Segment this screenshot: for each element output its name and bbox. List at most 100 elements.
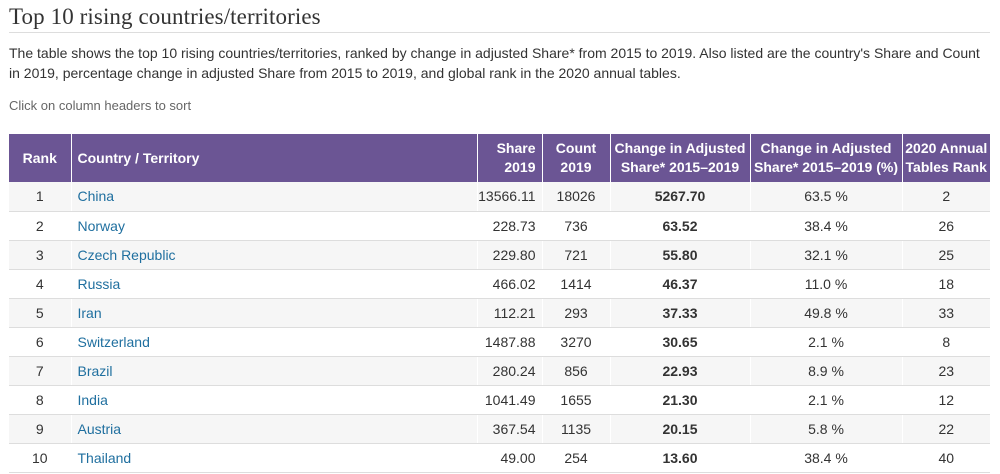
cell-share: 1487.88 [476,327,542,357]
cell-count: 1135 [541,414,610,444]
cell-rank: 4 [9,269,71,299]
table-description: The table shows the top 10 rising countr… [9,45,980,81]
table-row: 7 Brazil 280.24 856 22.93 8.9 % 23 [9,356,990,386]
cell-count: 721 [541,240,610,270]
cell-2020-rank: 8 [901,327,990,357]
cell-2020-rank: 40 [901,443,990,473]
header-count-line1: Count [555,140,597,156]
table-row: 4 Russia 466.02 1414 46.37 11.0 % 18 [9,269,990,299]
country-link[interactable]: Czech Republic [77,246,176,263]
table-row: 6 Switzerland 1487.88 3270 30.65 2.1 % 8 [9,327,990,357]
cell-change-pct: 2.1 % [749,385,902,415]
cell-country: Austria [70,414,477,444]
cell-change: 37.33 [609,298,750,328]
cell-change: 20.15 [609,414,750,444]
cell-change: 30.65 [609,327,750,357]
country-link[interactable]: India [77,391,108,408]
cell-share: 280.24 [476,356,542,386]
header-country[interactable]: Country / Territory [70,134,477,182]
cell-change: 5267.70 [609,182,750,212]
cell-change: 22.93 [609,356,750,386]
cell-change: 21.30 [609,385,750,415]
country-link[interactable]: Iran [77,304,102,321]
header-change-line2: Share* 2015–2019 [620,159,740,175]
cell-change-pct: 63.5 % [749,182,902,212]
cell-share: 49.00 [476,443,542,473]
cell-change-pct: 8.9 % [749,356,902,386]
header-rank2020-line2: Tables Rank [905,159,987,175]
cell-country: India [70,385,477,415]
cell-2020-rank: 12 [901,385,990,415]
cell-2020-rank: 2 [901,182,990,212]
header-count-2019[interactable]: Count 2019 [541,134,610,182]
header-pct-line1: Change in Adjusted [760,140,892,156]
cell-change: 13.60 [609,443,750,473]
country-link[interactable]: Russia [77,275,121,292]
cell-share: 112.21 [476,298,542,328]
country-link[interactable]: Thailand [77,449,132,466]
header-count-line2: 2019 [560,159,592,175]
cell-country: Brazil [70,356,477,386]
cell-2020-rank: 18 [901,269,990,299]
cell-share: 1041.49 [476,385,542,415]
header-rank2020-line1: 2020 Annual [905,140,988,156]
cell-share: 229.80 [476,240,542,270]
cell-country: Czech Republic [70,240,477,270]
table-row: 10 Thailand 49.00 254 13.60 38.4 % 40 [9,443,990,473]
country-link[interactable]: China [77,188,115,205]
cell-country: Norway [70,211,477,241]
cell-change-pct: 38.4 % [749,443,902,473]
cell-share: 466.02 [476,269,542,299]
cell-count: 856 [541,356,610,386]
table-row: 1 China 13566.11 18026 5267.70 63.5 % 2 [9,182,990,212]
country-link[interactable]: Switzerland [77,333,150,350]
cell-rank: 1 [9,182,71,212]
table-row: 9 Austria 367.54 1135 20.15 5.8 % 22 [9,414,990,444]
cell-change-pct: 38.4 % [749,211,902,241]
cell-rank: 9 [9,414,71,444]
header-share-line1: Share [496,140,536,156]
country-link[interactable]: Brazil [77,362,113,379]
cell-country: Thailand [70,443,477,473]
header-change-line1: Change in Adjusted [614,140,746,156]
cell-2020-rank: 26 [901,211,990,241]
cell-change: 63.52 [609,211,750,241]
table-row: 3 Czech Republic 229.80 721 55.80 32.1 %… [9,240,990,270]
cell-2020-rank: 22 [901,414,990,444]
header-rank[interactable]: Rank [9,134,71,182]
header-change-adjusted-share[interactable]: Change in Adjusted Share* 2015–2019 [609,134,750,182]
header-pct-line2: Share* 2015–2019 (%) [754,159,898,175]
cell-rank: 2 [9,211,71,241]
cell-2020-rank: 33 [901,298,990,328]
header-share-line2: 2019 [504,159,536,175]
table-header: Rank Country / Territory Share 2019 Count… [9,134,990,182]
header-change-adjusted-share-pct[interactable]: Change in Adjusted Share* 2015–2019 (%) [749,134,902,182]
page-title: Top 10 rising countries/territories [9,0,990,33]
cell-count: 1655 [541,385,610,415]
cell-count: 3270 [541,327,610,357]
cell-share: 13566.11 [476,182,542,212]
header-2020-rank[interactable]: 2020 Annual Tables Rank [901,134,990,182]
cell-country: Switzerland [70,327,477,357]
country-link[interactable]: Austria [77,420,122,437]
cell-share: 228.73 [476,211,542,241]
header-rank-label: Rank [22,149,57,166]
cell-2020-rank: 23 [901,356,990,386]
header-row: Rank Country / Territory Share 2019 Count… [9,134,990,182]
cell-rank: 6 [9,327,71,357]
cell-count: 1414 [541,269,610,299]
header-share-2019[interactable]: Share 2019 [476,134,542,182]
cell-rank: 3 [9,240,71,270]
cell-rank: 10 [9,443,71,473]
cell-share: 367.54 [476,414,542,444]
table-row: 8 India 1041.49 1655 21.30 2.1 % 12 [9,385,990,415]
country-link[interactable]: Norway [77,217,125,234]
table-body: 1 China 13566.11 18026 5267.70 63.5 % 2 … [9,182,990,473]
cell-country: Iran [70,298,477,328]
cell-country: China [70,182,477,212]
sort-hint: Click on column headers to sort [9,98,192,113]
cell-change: 55.80 [609,240,750,270]
cell-change-pct: 11.0 % [749,269,902,299]
cell-count: 293 [541,298,610,328]
